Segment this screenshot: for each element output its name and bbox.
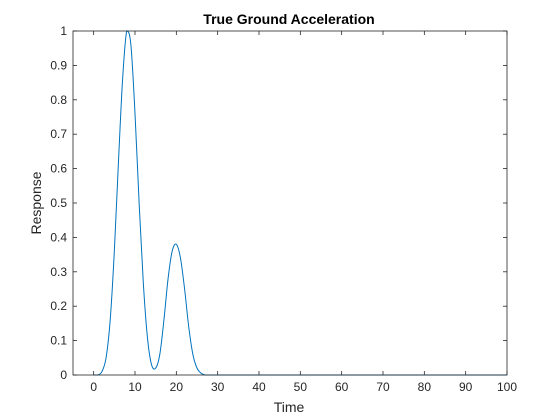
y-tick-label: 0 xyxy=(60,368,67,382)
plot-series xyxy=(93,30,507,376)
chart-title: True Ground Acceleration xyxy=(203,11,374,27)
y-tick-label: 0.2 xyxy=(50,299,67,313)
axis-ticks: 0 10 20 30 40 50 60 70 80 90 100 0 0.1 0.2 0.3 0.4 0.5 0.… xyxy=(50,24,517,394)
y-tick-label: 0.8 xyxy=(50,93,67,107)
x-tick-label: 30 xyxy=(211,380,225,394)
x-tick-label: 60 xyxy=(335,380,349,394)
y-tick-label: 0.9 xyxy=(50,58,67,72)
y-tick-label: 0.7 xyxy=(50,127,67,141)
series-line-0 xyxy=(93,30,507,376)
x-tick-label: 40 xyxy=(252,380,266,394)
x-tick-label: 20 xyxy=(170,380,184,394)
x-tick-label: 100 xyxy=(497,380,517,394)
x-tick-label: 70 xyxy=(376,380,390,394)
y-tick-label: 0.1 xyxy=(50,334,67,348)
y-tick-label: 1 xyxy=(60,24,67,38)
x-tick-label: 50 xyxy=(294,380,308,394)
y-tick-label: 0.6 xyxy=(50,162,67,176)
x-tick-label: 80 xyxy=(418,380,432,394)
x-tick-label: 90 xyxy=(459,380,473,394)
y-tick-label: 0.4 xyxy=(50,230,67,244)
y-axis-label: Response xyxy=(28,171,44,234)
x-tick-label: 0 xyxy=(90,380,97,394)
x-axis-label: Time xyxy=(274,399,305,415)
x-tick-label: 10 xyxy=(128,380,142,394)
plot-area-frame xyxy=(72,30,508,376)
y-tick-label: 0.5 xyxy=(50,196,67,210)
y-tick-label: 0.3 xyxy=(50,265,67,279)
